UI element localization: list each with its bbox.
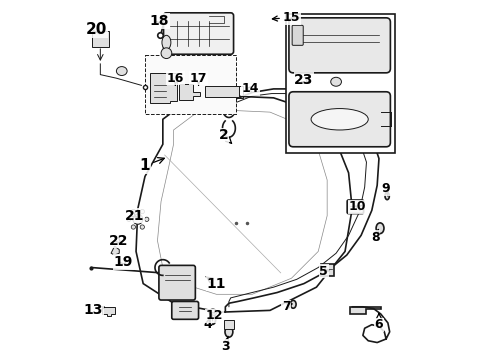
- Text: 22: 22: [108, 234, 128, 248]
- Text: 23: 23: [294, 73, 314, 87]
- Ellipse shape: [331, 77, 342, 86]
- Ellipse shape: [127, 217, 131, 221]
- Text: 3: 3: [221, 336, 230, 352]
- Text: 21: 21: [124, 209, 144, 223]
- Ellipse shape: [376, 223, 384, 234]
- Text: 17: 17: [190, 72, 207, 85]
- Text: 10: 10: [349, 200, 366, 213]
- FancyBboxPatch shape: [292, 25, 303, 45]
- Ellipse shape: [161, 48, 172, 59]
- FancyBboxPatch shape: [172, 301, 198, 319]
- Text: 15: 15: [272, 11, 300, 24]
- FancyBboxPatch shape: [321, 264, 334, 276]
- Polygon shape: [150, 73, 177, 103]
- FancyBboxPatch shape: [92, 31, 109, 47]
- Ellipse shape: [162, 35, 171, 50]
- FancyBboxPatch shape: [145, 55, 236, 114]
- Text: 11: 11: [206, 276, 226, 291]
- Ellipse shape: [140, 225, 145, 229]
- FancyBboxPatch shape: [286, 14, 395, 153]
- Text: 5: 5: [319, 265, 328, 278]
- Polygon shape: [136, 96, 352, 312]
- Text: 13: 13: [83, 303, 104, 318]
- Polygon shape: [179, 84, 200, 100]
- Text: 2: 2: [219, 129, 232, 143]
- Text: 19: 19: [114, 255, 133, 269]
- Ellipse shape: [133, 214, 143, 224]
- Text: 16: 16: [167, 72, 184, 85]
- Ellipse shape: [225, 327, 233, 337]
- FancyBboxPatch shape: [289, 92, 391, 147]
- Text: 20: 20: [86, 22, 107, 37]
- FancyBboxPatch shape: [289, 18, 391, 73]
- Ellipse shape: [117, 67, 127, 76]
- FancyBboxPatch shape: [164, 13, 234, 54]
- Ellipse shape: [145, 217, 149, 221]
- Polygon shape: [102, 307, 115, 316]
- Text: 14: 14: [242, 82, 259, 95]
- Text: 8: 8: [371, 229, 380, 244]
- Text: 12: 12: [206, 309, 223, 322]
- Ellipse shape: [210, 314, 216, 324]
- Text: 1: 1: [140, 158, 164, 173]
- Ellipse shape: [209, 309, 217, 315]
- Text: 7: 7: [282, 300, 292, 313]
- FancyBboxPatch shape: [347, 200, 364, 213]
- Text: 9: 9: [382, 183, 391, 196]
- FancyBboxPatch shape: [159, 265, 196, 300]
- Ellipse shape: [311, 109, 368, 130]
- Ellipse shape: [140, 210, 145, 214]
- Ellipse shape: [291, 300, 296, 308]
- Text: 6: 6: [375, 314, 383, 331]
- Ellipse shape: [131, 210, 136, 214]
- Ellipse shape: [385, 193, 390, 200]
- Polygon shape: [350, 307, 381, 314]
- Ellipse shape: [131, 225, 136, 229]
- Text: 4: 4: [203, 315, 213, 331]
- FancyBboxPatch shape: [205, 86, 239, 97]
- FancyBboxPatch shape: [224, 320, 234, 329]
- Text: 18: 18: [149, 14, 169, 28]
- Polygon shape: [111, 246, 119, 255]
